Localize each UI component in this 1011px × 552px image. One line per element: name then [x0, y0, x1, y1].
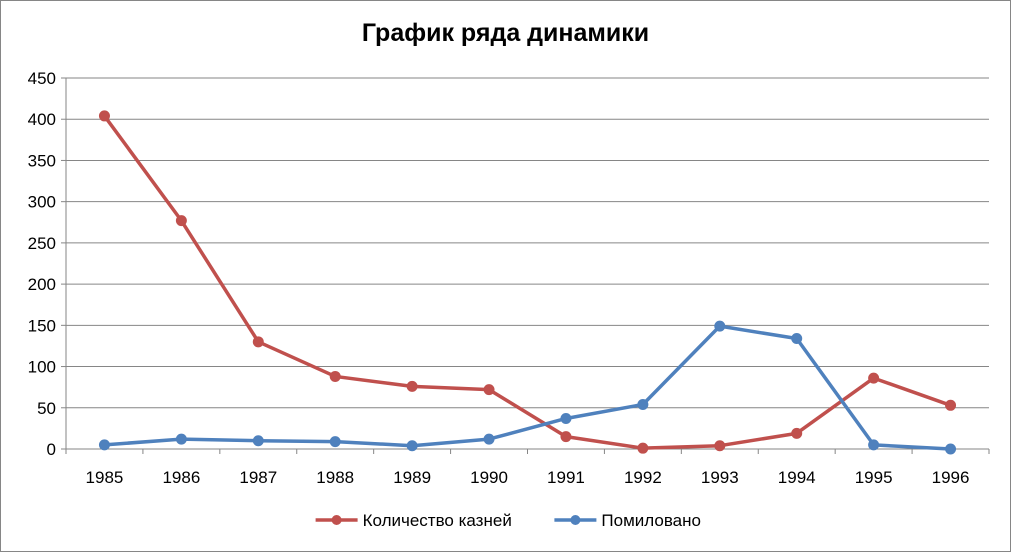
- data-point-series-1: [252, 336, 264, 348]
- data-point-series-2: [252, 435, 264, 447]
- data-point-series-1: [406, 380, 418, 392]
- x-tick-label: 1992: [624, 468, 662, 487]
- y-tick-label: 250: [28, 234, 56, 253]
- data-point-series-2: [483, 433, 495, 445]
- data-point-series-1: [329, 370, 341, 382]
- series-line-2: [102, 324, 953, 451]
- x-tick-label: 1986: [162, 468, 200, 487]
- chart-title: График ряда динамики: [361, 19, 650, 47]
- x-tick-label: 1991: [547, 468, 585, 487]
- x-tick-label: 1989: [393, 468, 431, 487]
- data-point-series-2: [868, 439, 880, 451]
- x-tick-label: 1994: [778, 468, 816, 487]
- data-point-series-2: [791, 333, 803, 345]
- legend-swatch-marker-2: [570, 515, 581, 525]
- data-point-series-1: [98, 110, 110, 122]
- data-point-series-2: [637, 398, 649, 410]
- y-tick-label: 100: [28, 358, 56, 377]
- data-point-series-2: [175, 433, 187, 445]
- series-line-1: [102, 114, 953, 450]
- data-point-series-1: [714, 440, 726, 452]
- data-point-series-1: [791, 427, 803, 439]
- data-point-series-1: [483, 384, 495, 396]
- data-point-series-2: [560, 412, 572, 424]
- data-point-series-1: [637, 442, 649, 454]
- y-tick-label: 300: [28, 193, 56, 212]
- x-tick-label: 1988: [316, 468, 354, 487]
- data-point-series-1: [175, 215, 187, 227]
- y-tick-label: 0: [47, 440, 56, 459]
- y-tick-label: 150: [28, 316, 56, 335]
- legend-label-2: Помиловано: [601, 511, 701, 530]
- data-point-series-1: [945, 399, 957, 411]
- x-tick-label: 1993: [701, 468, 739, 487]
- data-point-series-2: [329, 436, 341, 448]
- x-tick-label: 1990: [470, 468, 508, 487]
- y-tick-label: 200: [28, 275, 56, 294]
- x-tick-label: 1995: [855, 468, 893, 487]
- data-point-series-1: [868, 372, 880, 384]
- y-tick-label: 350: [28, 151, 56, 170]
- y-tick-label: 400: [28, 110, 56, 129]
- y-tick-label: 450: [28, 69, 56, 88]
- data-point-series-1: [560, 431, 572, 443]
- data-point-series-2: [714, 320, 726, 332]
- data-point-series-2: [945, 443, 957, 455]
- legend-swatch-marker-1: [331, 515, 342, 525]
- x-tick-label: 1987: [239, 468, 277, 487]
- y-tick-label: 50: [37, 399, 56, 418]
- data-point-series-2: [406, 440, 418, 452]
- legend-label-1: Количество казней: [363, 511, 512, 530]
- x-tick-label: 1985: [86, 468, 124, 487]
- x-tick-label: 1996: [932, 468, 970, 487]
- data-point-series-2: [98, 439, 110, 451]
